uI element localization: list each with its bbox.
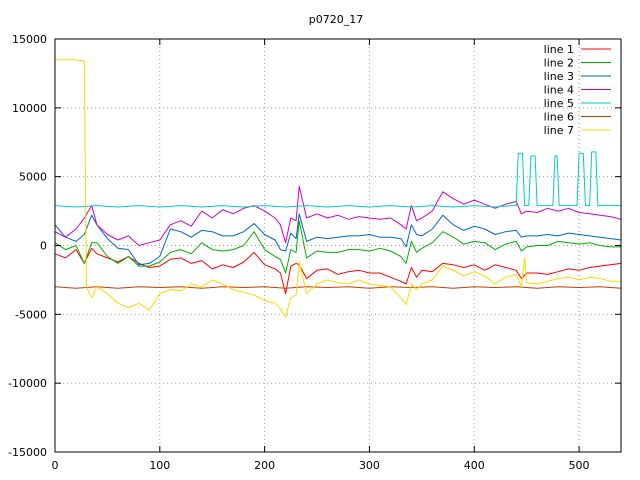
x-tick-label: 0 [52,459,59,472]
series-line-7 [55,59,621,318]
y-tick-label: -5000 [15,308,47,321]
y-tick-label: 5000 [19,171,47,184]
series-lines [54,59,622,318]
x-tick-label: 200 [254,459,275,472]
y-axis-ticks: -15000 -10000 -5000 0 5000 10000 15000 [8,33,621,459]
y-tick-label: 0 [40,240,47,253]
legend-label: line 6 [544,111,574,124]
legend-label: line 2 [544,57,574,70]
legend-label: line 3 [544,70,574,83]
x-tick-label: 500 [569,459,590,472]
y-tick-label: 15000 [12,33,47,46]
x-axis-ticks: 0 100 200 300 400 500 [52,39,590,472]
x-tick-label: 400 [464,459,485,472]
series-line-5 [54,151,621,208]
legend-label: line 4 [544,84,574,97]
legend-label: line 7 [544,124,574,137]
series-line-2 [54,220,621,274]
series-line-6 [54,286,622,289]
y-tick-label: 10000 [12,102,47,115]
x-tick-label: 100 [149,459,170,472]
series-line-1 [54,247,622,295]
series-line-3 [54,213,622,266]
series-line-4 [54,185,622,246]
legend-label: line 5 [544,97,574,110]
grid [55,39,621,452]
y-tick-label: -10000 [8,377,47,390]
y-tick-label: -15000 [8,446,47,459]
chart-title: p0720_17 [309,13,363,26]
legend-label: line 1 [544,43,574,56]
x-tick-label: 300 [359,459,380,472]
